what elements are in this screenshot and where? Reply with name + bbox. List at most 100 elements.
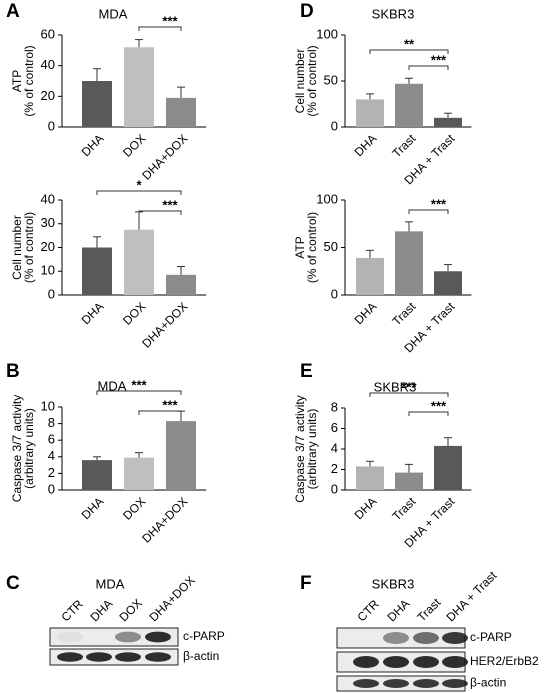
bar <box>356 466 384 490</box>
significance-bracket <box>369 49 449 54</box>
blot-band <box>115 652 141 662</box>
y-tick-label: 4 <box>48 448 55 463</box>
y-tick-label: 100 <box>316 26 338 41</box>
chart-title: SKBR3 <box>374 379 417 394</box>
y-tick-label: 40 <box>41 191 55 206</box>
blot-band <box>442 656 468 668</box>
y-tick-label: 100 <box>316 191 338 206</box>
y-tick-label: 0 <box>331 118 338 133</box>
lane-label: CTR <box>58 597 86 625</box>
y-axis-label: (% of control) <box>22 45 36 116</box>
blot-title: SKBR3 <box>372 576 415 591</box>
chart-title: MDA <box>99 6 128 21</box>
y-tick-label: 8 <box>331 399 338 414</box>
y-axis-label: (% of control) <box>305 212 319 283</box>
panel-letter: C <box>6 573 20 594</box>
y-tick-label: 6 <box>48 432 55 447</box>
lane-label: DHA <box>87 597 115 625</box>
y-tick-label: 0 <box>48 118 55 133</box>
y-tick-label: 10 <box>41 398 55 413</box>
significance-bracket <box>408 209 449 214</box>
y-axis-label: Cell number <box>293 49 307 114</box>
bar <box>356 99 384 127</box>
row-label: c-PARP <box>183 629 225 643</box>
blot-band <box>115 631 141 643</box>
y-tick-label: 0 <box>331 286 338 301</box>
bar <box>166 97 196 127</box>
y-axis-label: Caspase 3/7 activity <box>10 395 24 502</box>
significance-label: *** <box>401 379 417 394</box>
row-label: HER2/ErbB2 <box>470 654 539 668</box>
significance-bracket <box>96 190 182 195</box>
panel-letter: E <box>300 361 313 382</box>
y-tick-label: 6 <box>331 420 338 435</box>
row-label: β-actin <box>470 676 506 690</box>
blot-band <box>57 652 83 662</box>
blot-band <box>413 679 439 688</box>
y-axis-label: Caspase 3/7 activity <box>293 395 307 502</box>
x-tick-label: Trast <box>389 131 418 160</box>
x-tick-label: DHA <box>352 494 380 522</box>
chart-title: MDA <box>98 378 127 393</box>
y-tick-label: 2 <box>331 461 338 476</box>
chart-title: SKBR3 <box>372 6 415 21</box>
y-axis-label: (% of control) <box>22 212 36 283</box>
significance-bracket <box>408 65 449 70</box>
lane-label: DHA <box>384 597 412 625</box>
blot-band <box>442 679 468 688</box>
lane-label: DHA+DOX <box>146 573 197 624</box>
y-tick-label: 0 <box>331 481 338 496</box>
lane-label: Trast <box>414 595 443 624</box>
x-tick-label: DHA <box>79 299 107 327</box>
y-tick-label: 40 <box>41 57 55 72</box>
y-tick-label: 30 <box>41 215 55 230</box>
significance-bracket <box>369 392 449 397</box>
x-tick-label: DHA+DOX <box>139 494 190 545</box>
y-tick-label: 20 <box>41 88 55 103</box>
blot-band <box>442 632 468 644</box>
y-tick-label: 2 <box>48 465 55 480</box>
bar <box>395 472 423 490</box>
bar <box>124 229 154 295</box>
y-tick-label: 8 <box>48 415 55 430</box>
significance-label: *** <box>131 377 147 392</box>
bar <box>124 457 154 490</box>
blot-band <box>413 656 439 668</box>
x-tick-label: DHA <box>79 131 107 159</box>
lane-label: DOX <box>116 596 144 624</box>
y-tick-label: 10 <box>41 263 55 278</box>
y-tick-label: 0 <box>48 286 55 301</box>
significance-label: ** <box>404 36 415 51</box>
x-tick-label: DOX <box>120 131 148 159</box>
x-tick-label: DHA+DOX <box>139 299 190 350</box>
blot-band <box>353 656 379 668</box>
significance-bracket <box>138 410 182 415</box>
bar <box>82 81 112 127</box>
blot-band <box>145 652 171 662</box>
bar <box>434 271 462 295</box>
x-tick-label: DOX <box>120 299 148 327</box>
bar <box>395 83 423 127</box>
y-tick-label: 50 <box>324 239 338 254</box>
blot-band <box>413 632 439 644</box>
y-axis-label: (% of control) <box>305 45 319 116</box>
y-tick-label: 4 <box>331 440 338 455</box>
x-tick-label: DHA <box>352 299 380 327</box>
x-tick-label: DHA <box>352 131 380 159</box>
blot-band <box>383 679 409 688</box>
panel-letter: D <box>300 1 314 22</box>
y-axis-label: ATP <box>293 236 307 258</box>
panel-letter: B <box>6 361 20 382</box>
bar <box>356 257 384 295</box>
significance-label: *** <box>431 52 447 67</box>
blot-band <box>86 652 112 662</box>
significance-label: *** <box>162 13 178 28</box>
x-tick-label: DHA+DOX <box>139 131 190 182</box>
x-tick-label: DHA <box>79 494 107 522</box>
row-label: c-PARP <box>470 630 512 644</box>
bar <box>82 247 112 295</box>
blot-strip <box>49 627 179 647</box>
x-tick-label: Trast <box>389 299 418 328</box>
